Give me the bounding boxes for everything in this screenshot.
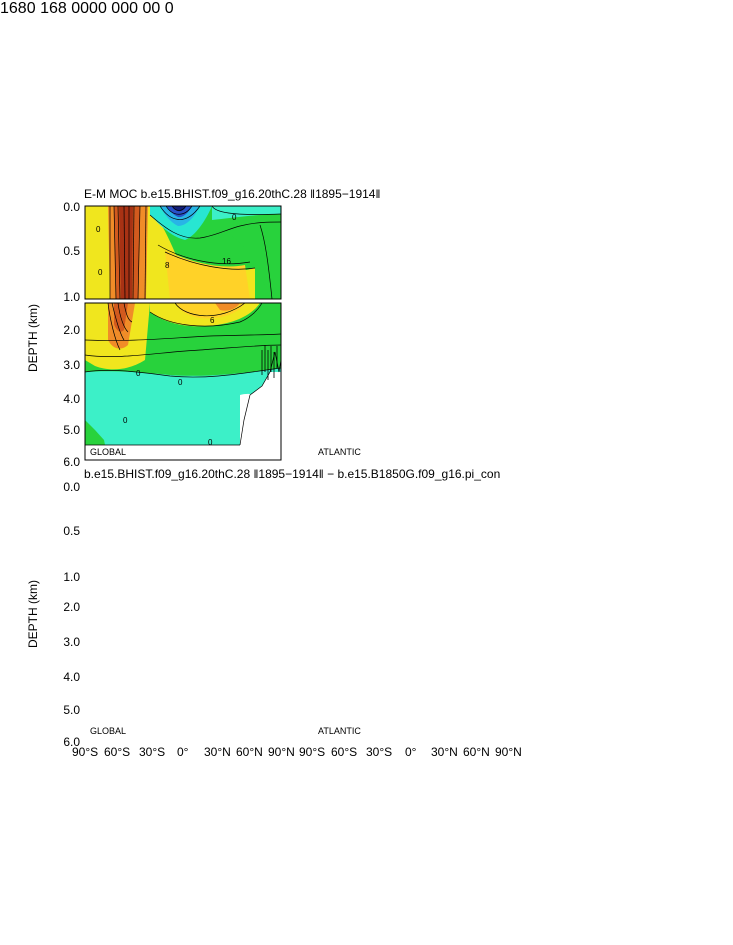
svg-text:0: 0	[96, 225, 101, 234]
top-atlantic-lower-frame: 0000 000	[71, 0, 361, 736]
xtick-right-1: 60°S	[331, 745, 358, 759]
xtick-left-2: 30°S	[139, 745, 166, 759]
svg-text:0: 0	[136, 369, 141, 378]
svg-text:0: 0	[208, 438, 213, 447]
ytick-top-7: 6.0	[63, 455, 80, 469]
xtick-right-4: 30°N	[431, 745, 458, 759]
top-global-upper-field: 0 0 16 8 0	[85, 206, 281, 299]
ytick-bot-1: 0.5	[63, 524, 80, 538]
bottom-atlantic-upper-field: 00	[142, 0, 161, 17]
svg-text:16: 16	[222, 257, 231, 266]
xtick-right-5: 60°N	[463, 745, 490, 759]
ytick-top-6: 5.0	[63, 423, 80, 437]
ytick-top-5: 4.0	[63, 392, 80, 406]
svg-text:0: 0	[98, 268, 103, 277]
bottom-global-lower-frame: 00 0 GL	[90, 0, 361, 736]
xtick-left-3: 0°	[177, 745, 189, 759]
top-global-lower-field: 6 0 0 0 0	[85, 303, 281, 460]
ytick-top-4: 3.0	[63, 358, 80, 372]
xtick-left-0: 90°S	[72, 745, 99, 759]
xtick-left-5: 60°N	[236, 745, 263, 759]
svg-text:8: 8	[165, 261, 170, 270]
bottom-global-lower-field: 000	[111, 0, 139, 17]
bottom-global-upper-frame: 000 00	[90, 0, 361, 736]
ytick-top-0: 0.0	[63, 200, 80, 214]
top-global-upper-frame	[84, 205, 282, 300]
top-atlantic-upper-frame: 16 8	[40, 0, 361, 736]
label-global-bottom: GLOBAL	[90, 726, 127, 736]
svg-text:0: 0	[123, 416, 128, 425]
ytick-bot-6: 5.0	[63, 703, 80, 717]
ytick-bot-0: 0.0	[63, 480, 80, 494]
xtick-right-6: 90°N	[495, 745, 522, 759]
xtick-left-6: 90°N	[268, 745, 295, 759]
top-atlantic-lower-field: 168	[40, 0, 67, 17]
xtick-right-2: 30°S	[366, 745, 393, 759]
xtick-right-3: 0°	[405, 745, 417, 759]
ytick-bot-5: 4.0	[63, 670, 80, 684]
ytick-bot-7: 6.0	[63, 735, 80, 749]
top-title: E-M MOC b.e15.BHIST.f09_g16.20thC.28 ‖18…	[84, 187, 381, 201]
ytick-top-1: 0.5	[63, 244, 80, 258]
svg-text:0: 0	[232, 213, 237, 222]
bottom-atlantic-lower-field: 0	[164, 0, 174, 17]
ytick-bot-3: 2.0	[63, 600, 80, 614]
ytick-bot-2: 1.0	[63, 570, 80, 584]
ytick-top-2: 1.0	[63, 290, 80, 304]
label-global-top: GLOBAL	[90, 447, 127, 457]
figure: E-M MOC b.e15.BHIST.f09_g16.20thC.28 ‖18…	[0, 0, 733, 758]
xtick-left-4: 30°N	[204, 745, 231, 759]
svg-text:0: 0	[178, 378, 183, 387]
bottom-global-upper-field: 0000	[71, 0, 107, 17]
svg-text:6: 6	[210, 316, 215, 325]
top-global-lower-frame	[84, 302, 282, 461]
bottom-atlantic-upper-frame: 0 GLOBAL ATLANTIC GLOBAL ATLANTIC	[90, 0, 361, 736]
top-atlantic-upper-field: 1680	[0, 0, 36, 17]
ytick-top-3: 2.0	[63, 323, 80, 337]
ytick-bot-4: 3.0	[63, 635, 80, 649]
xtick-left-1: 60°S	[104, 745, 131, 759]
bottom-title: b.e15.BHIST.f09_g16.20thC.28 ‖1895−1914‖…	[84, 467, 501, 481]
xtick-right-0: 90°S	[299, 745, 326, 759]
label-atlantic-top: ATLANTIC	[318, 447, 361, 457]
label-atlantic-bottom: ATLANTIC	[318, 726, 361, 736]
